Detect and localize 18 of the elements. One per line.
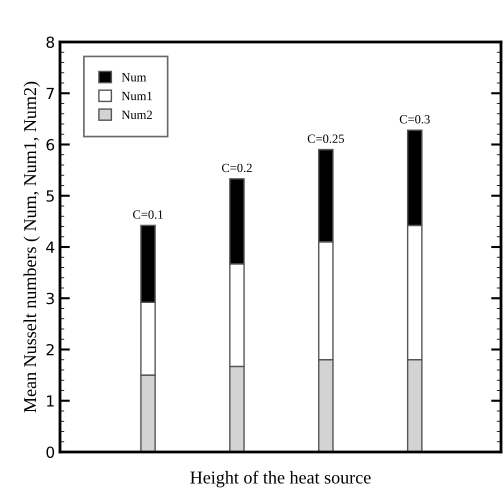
annotation: C=0.25	[308, 134, 344, 143]
y-tick-label: 5	[46, 190, 54, 202]
y-tick-label: 2	[46, 344, 54, 356]
y-tick-label: 7	[46, 88, 54, 100]
y-tick-label: 1	[47, 395, 54, 407]
y-tick-label: 3	[46, 292, 54, 304]
y-tick-label: 0	[46, 446, 54, 458]
y-tick-label: 4	[46, 242, 54, 253]
annotation: C=0.3	[400, 115, 430, 124]
y-tick-label: 6	[46, 138, 54, 151]
legend-label: Num1	[122, 92, 152, 100]
annotation: C=0.1	[133, 210, 163, 219]
x-axis-title: Height of the heat source	[190, 470, 371, 488]
y-tick-label: 8	[46, 36, 54, 48]
y-axis-title: Mean Nusselt numbers ( Num, Num1, Num2)	[23, 82, 40, 412]
annotation: C=0.2	[222, 164, 252, 172]
legend-label: Num2	[122, 110, 152, 120]
legend-label: Num	[122, 73, 146, 82]
